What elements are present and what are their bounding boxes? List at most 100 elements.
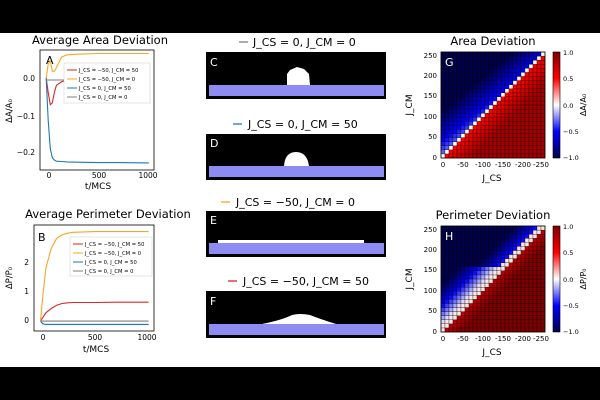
heatmap-h-cell — [540, 295, 546, 300]
heatmap-h-cell — [532, 327, 538, 333]
heatmap-g-cell — [464, 51, 470, 57]
cbar-tick: 0.5 — [563, 75, 573, 83]
heatmap-g-cell — [504, 59, 510, 65]
heatmap-g-cell — [476, 68, 482, 73]
heatmap-g-cell — [508, 113, 514, 118]
heatmap-h-cell — [500, 229, 506, 235]
heatmap-h-cell — [540, 299, 546, 304]
heatmap-h-cell — [460, 246, 466, 251]
series-line-1 — [45, 52, 149, 79]
heatmap-h-cell — [468, 262, 474, 267]
heatmap-h-cell — [460, 319, 466, 324]
heatmap-g-cell — [508, 145, 514, 150]
heatmap-g-cell — [524, 133, 530, 138]
heatmap-g-cell — [464, 121, 470, 126]
heatmap-g-cell — [508, 84, 514, 89]
panel-b-xticks: 0 500 1000 — [41, 333, 157, 342]
heatmap-h-cell — [464, 233, 470, 239]
xtick-label: 1000 — [138, 171, 157, 180]
heatmap-g-cell — [532, 104, 538, 110]
heatmap-g-cell — [480, 129, 486, 134]
heatmap-g-cell — [504, 76, 510, 81]
heatmap-g-cell — [524, 129, 530, 134]
heatmap-h-cell — [508, 246, 514, 251]
heatmap-h-cell — [508, 307, 514, 312]
heatmap-h-cell — [484, 246, 490, 251]
heatmap-h-cell — [524, 274, 530, 280]
heatmap-h-cell — [500, 270, 506, 276]
heatmap-g-cell — [464, 76, 470, 81]
heatmap-g-cell — [464, 113, 470, 118]
heatmap-h-cell — [528, 270, 534, 276]
heatmap-g-cell — [484, 108, 490, 114]
heatmap-h-cell — [444, 311, 450, 316]
panel-h-xlabel: J_CS — [481, 348, 501, 358]
heatmap-g-cell — [524, 117, 530, 122]
heatmap-g-cell — [540, 133, 546, 138]
heatmap-g-cell — [492, 153, 498, 159]
heatmap-g-cell — [540, 117, 546, 122]
heatmap-g-cell — [520, 113, 526, 118]
heatmap-g-cell — [528, 68, 534, 73]
heatmap-h-cell — [504, 254, 510, 259]
heatmap-g-cell — [488, 145, 494, 150]
heatmap-h-cell — [516, 315, 522, 320]
ytick-label: 150 — [424, 266, 437, 274]
heatmap-g-cell — [516, 51, 522, 57]
heatmap-h-cell — [532, 262, 538, 267]
heatmap-g-cell — [456, 64, 462, 69]
heatmap-g-cell — [456, 125, 462, 130]
heatmap-h-cell — [504, 274, 510, 280]
heatmap-h-cell — [536, 286, 542, 292]
heatmap-h-cell — [448, 315, 454, 320]
heatmap-g-cell — [484, 133, 490, 138]
heatmap-g-cell — [484, 121, 490, 126]
heatmap-g-cell — [476, 113, 482, 118]
heatmap-g-cell — [476, 133, 482, 138]
heatmap-g-cell — [476, 80, 482, 85]
heatmap-g-cell — [472, 141, 478, 146]
heatmap-g-cell — [464, 72, 470, 77]
heatmap-g-cell — [452, 68, 458, 73]
heatmap-g-cell — [508, 80, 514, 85]
heatmap-g-cell — [536, 59, 542, 65]
heatmap-h-cell — [488, 233, 494, 239]
heatmap-g-cell — [524, 59, 530, 65]
heatmap-g-cell — [532, 68, 538, 73]
heatmap-h-cell — [472, 291, 478, 296]
heatmap-h-cell — [480, 303, 486, 308]
heatmap-g-cell — [472, 55, 478, 61]
heatmap-h-cell — [460, 266, 466, 272]
heatmap-h-cell — [464, 282, 470, 288]
heatmap-h-cell — [508, 262, 514, 267]
heatmap-h-cell — [536, 238, 542, 243]
heatmap-g-cell — [492, 92, 498, 98]
heatmap-g-cell — [464, 133, 470, 138]
heatmap-h-cell — [472, 303, 478, 308]
heatmap-h-cell — [536, 262, 542, 267]
heatmap-g-cell — [512, 59, 518, 65]
heatmap-h-cell — [540, 229, 546, 235]
heatmap-h-cell — [452, 282, 458, 288]
heatmap-h-cell — [484, 291, 490, 296]
heatmap-g-cell — [508, 100, 514, 106]
heatmap-g-cell — [516, 72, 522, 77]
heatmap-h-cell — [524, 286, 530, 292]
heatmap-h-cell — [532, 225, 538, 231]
heatmap-h-cell — [524, 225, 530, 231]
heatmap-g-cell — [472, 72, 478, 77]
heatmap-h-cell — [492, 291, 498, 296]
heatmap-g-cell — [476, 153, 482, 159]
heatmap-g-cell — [448, 100, 454, 106]
heatmap-g-cell — [480, 145, 486, 150]
heatmap-g-cell — [468, 76, 474, 81]
ytick-label: 2 — [24, 258, 29, 267]
heatmap-g-cell — [540, 137, 546, 142]
heatmap-g-cell — [500, 145, 506, 150]
heatmap-g-cell — [500, 137, 506, 142]
heatmap-h-cell — [492, 286, 498, 292]
heatmap-h-cell — [508, 270, 514, 276]
heatmap-g-cell — [456, 72, 462, 77]
heatmap-h-cell — [484, 327, 490, 333]
heatmap-h-cell — [496, 295, 502, 300]
